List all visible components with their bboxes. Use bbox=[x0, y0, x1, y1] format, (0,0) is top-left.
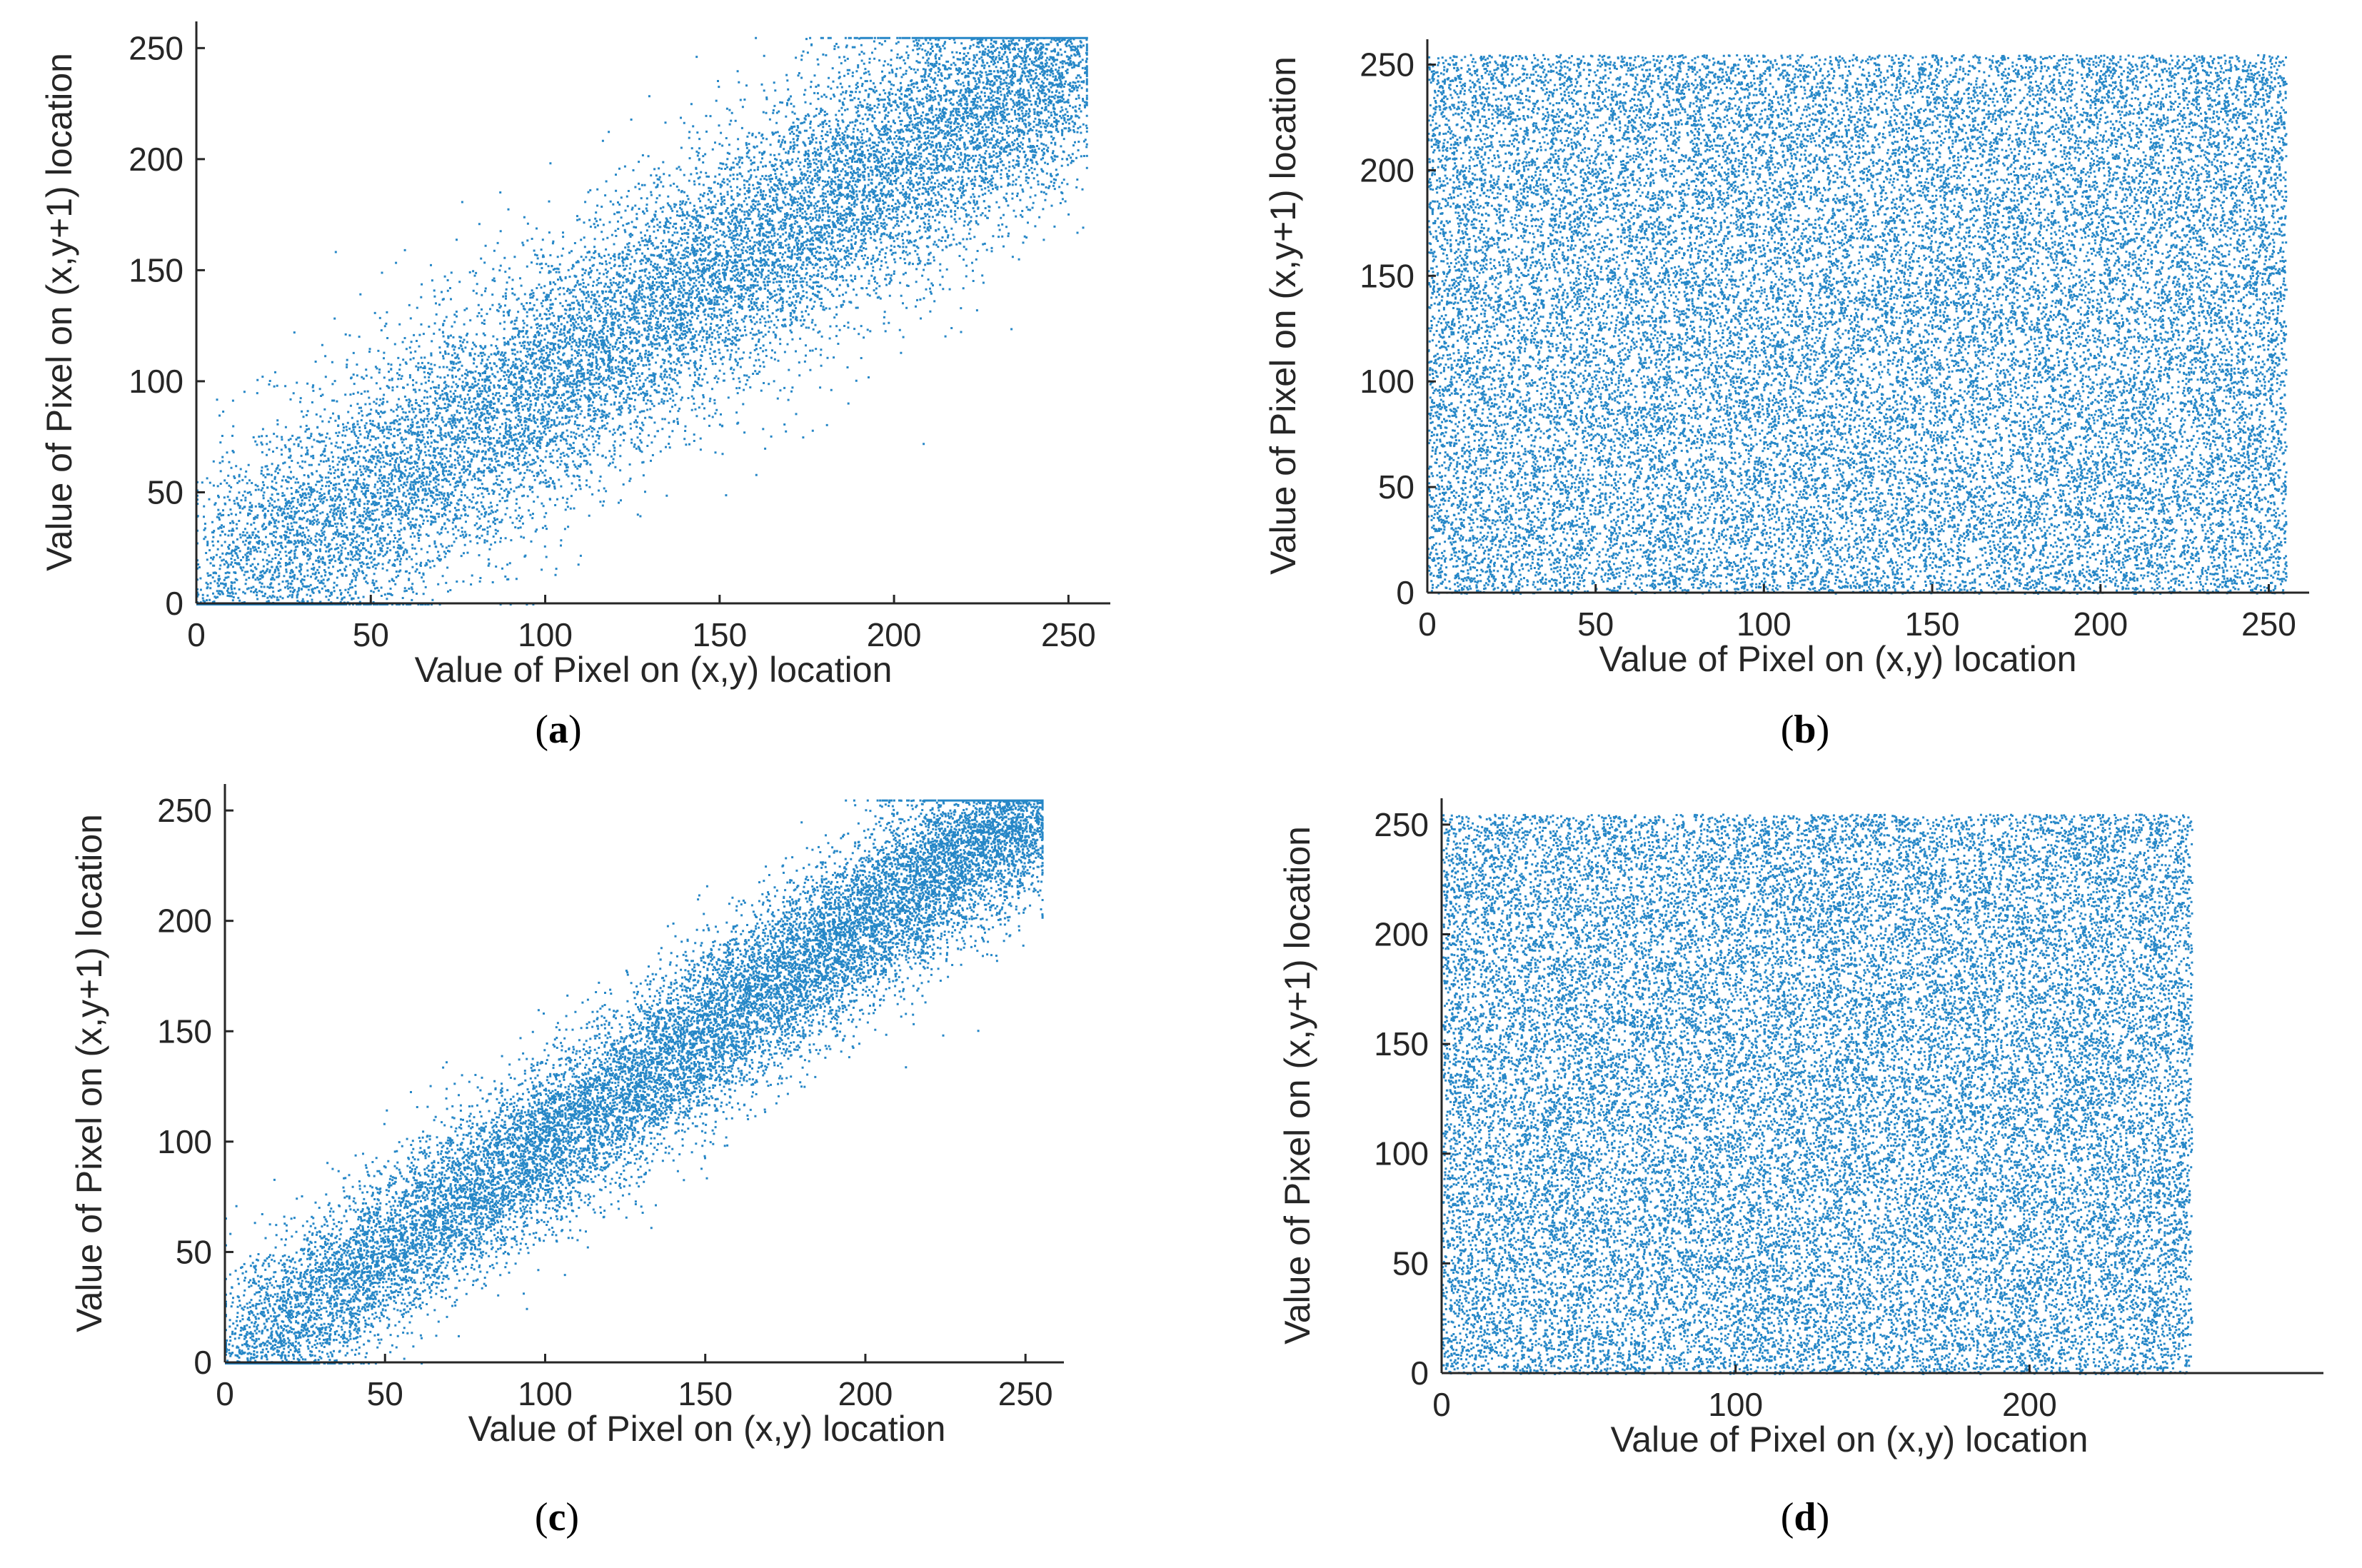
y-tick-label: 50 bbox=[147, 473, 184, 511]
scatter-plot-b: 0 50 100 150 200 250 0 50 100 150 200 250 Value of… bbox=[1263, 39, 2309, 679]
y-axis-label: Value of Pixel on (x,y+1) location bbox=[39, 53, 79, 571]
y-tick-label: 0 bbox=[194, 1344, 212, 1381]
panel-b: 0 50 100 150 200 250 0 50 100 150 200 250 Value of… bbox=[1181, 0, 2362, 784]
y-tick-label: 50 bbox=[1392, 1245, 1429, 1282]
x-tick-label: 50 bbox=[1577, 605, 1614, 643]
x-axis-label: Value of Pixel on (x,y) location bbox=[415, 650, 893, 690]
y-axis-label: Value of Pixel on (x,y+1) location bbox=[69, 814, 109, 1332]
x-tick-label: 0 bbox=[1418, 605, 1437, 643]
scatter-points bbox=[225, 799, 1044, 1365]
x-tick-label: 50 bbox=[367, 1375, 403, 1412]
x-axis-label: Value of Pixel on (x,y) location bbox=[468, 1409, 946, 1449]
x-tick-label: 100 bbox=[518, 1375, 573, 1412]
scatter-plot-c: 0 50 100 150 200 250 0 50 100 150 200 250 Value of… bbox=[69, 784, 1064, 1449]
x-tick-label: 150 bbox=[1905, 605, 1960, 643]
y-axis-label: Value of Pixel on (x,y+1) location bbox=[1277, 826, 1317, 1345]
y-tick-label: 150 bbox=[129, 251, 184, 288]
caption-b: (b) bbox=[1780, 708, 1830, 752]
y-tick-label: 150 bbox=[1360, 257, 1414, 294]
x-tick-label: 250 bbox=[998, 1375, 1053, 1412]
x-tick-label: 200 bbox=[2002, 1386, 2057, 1423]
x-tick-label: 200 bbox=[2073, 605, 2128, 643]
scatter-points bbox=[196, 36, 1088, 606]
y-tick-label: 50 bbox=[1378, 468, 1414, 506]
y-tick-label: 200 bbox=[1360, 151, 1414, 189]
y-tick-label: 250 bbox=[1360, 46, 1414, 83]
x-tick-label: 100 bbox=[1737, 605, 1791, 643]
scatter-points bbox=[1442, 813, 2193, 1375]
caption-a: (a) bbox=[535, 708, 582, 752]
y-tick-label: 150 bbox=[1374, 1025, 1429, 1062]
y-tick-label: 0 bbox=[1396, 574, 1414, 611]
x-axis-label: Value of Pixel on (x,y) location bbox=[1611, 1419, 2089, 1459]
x-tick-label: 250 bbox=[2241, 605, 2296, 643]
x-tick-label: 100 bbox=[518, 616, 573, 653]
x-axis-label: Value of Pixel on (x,y) location bbox=[1599, 639, 2077, 679]
y-axis-label: Value of Pixel on (x,y+1) location bbox=[1263, 56, 1303, 575]
y-tick-label: 200 bbox=[157, 903, 212, 940]
panel-d: 0 100 200 0 50 100 150 200 250 Value of Pixel o… bbox=[1181, 784, 2362, 1568]
x-tick-label: 0 bbox=[187, 616, 206, 653]
x-tick-label: 200 bbox=[838, 1375, 893, 1412]
y-tick-label: 0 bbox=[165, 585, 184, 622]
y-tick-label: 100 bbox=[129, 363, 184, 400]
x-tick-label: 0 bbox=[216, 1375, 234, 1412]
y-tick-label: 250 bbox=[157, 792, 212, 829]
y-tick-label: 250 bbox=[129, 29, 184, 66]
scatter-plot-a: 0 50 100 150 200 250 0 50 100 150 200 250 Value of… bbox=[39, 21, 1110, 690]
x-tick-label: 150 bbox=[678, 1375, 733, 1412]
x-tick-label: 200 bbox=[867, 616, 922, 653]
y-tick-label: 100 bbox=[157, 1123, 212, 1160]
y-tick-label: 200 bbox=[1374, 915, 1429, 953]
y-tick-label: 100 bbox=[1360, 363, 1414, 400]
y-tick-label: 200 bbox=[129, 141, 184, 178]
panel-a: 0 50 100 150 200 250 0 50 100 150 200 250 Value of… bbox=[0, 0, 1181, 784]
y-tick-label: 0 bbox=[1410, 1355, 1429, 1392]
panel-c: 0 50 100 150 200 250 0 50 100 150 200 250 Value of… bbox=[0, 784, 1181, 1568]
x-tick-label: 250 bbox=[1041, 616, 1096, 653]
y-tick-label: 250 bbox=[1374, 806, 1429, 843]
y-tick-label: 150 bbox=[157, 1012, 212, 1050]
caption-d: (d) bbox=[1780, 1495, 1830, 1539]
scatter-plot-d: 0 100 200 0 50 100 150 200 250 Value of Pixel o… bbox=[1277, 798, 2323, 1459]
scatter-points bbox=[1427, 54, 2288, 595]
x-tick-label: 0 bbox=[1432, 1386, 1451, 1423]
x-tick-label: 100 bbox=[1708, 1386, 1763, 1423]
y-tick-label: 100 bbox=[1374, 1135, 1429, 1172]
x-tick-label: 50 bbox=[353, 616, 389, 653]
y-tick-label: 50 bbox=[176, 1233, 212, 1270]
x-tick-label: 150 bbox=[692, 616, 747, 653]
caption-c: (c) bbox=[534, 1495, 580, 1539]
